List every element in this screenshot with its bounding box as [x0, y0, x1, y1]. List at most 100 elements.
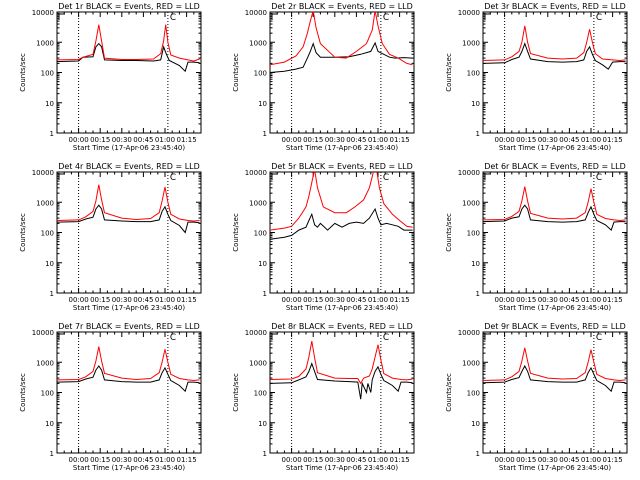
x-tick-label: 01:00	[581, 456, 601, 464]
x-tick-label: 00:30	[538, 456, 558, 464]
panel-det4: Det 4r BLACK = Events, RED = LLD 1 10 100 10…	[19, 162, 202, 312]
x-tick-label: 01:00	[368, 456, 388, 464]
y-tick-label: 10000	[458, 329, 480, 337]
x-tick-label: 01:15	[603, 456, 623, 464]
x-axis-title: Start Time (17-Apr-06 23:45:40)	[499, 304, 611, 312]
x-tick-label: 00:00	[495, 296, 515, 304]
x-tick-label: 00:15	[516, 136, 536, 144]
corner-bracket-right: C	[383, 173, 389, 183]
corner-bracket-left	[271, 333, 278, 340]
series-events-line	[483, 42, 626, 70]
x-tick-label: 00:00	[495, 136, 515, 144]
x-tick-label: 00:45	[559, 136, 579, 144]
x-tick-label: 00:45	[559, 296, 579, 304]
series-lld-line	[270, 12, 413, 66]
panel-title: Det 2r BLACK = Events, RED = LLD	[271, 2, 413, 11]
x-tick-label: 01:00	[368, 296, 388, 304]
y-axis-title: Counts/sec	[19, 53, 27, 92]
x-tick-label: 01:15	[390, 136, 410, 144]
y-tick-label: 10	[258, 420, 267, 428]
x-tick-label: 00:30	[112, 136, 132, 144]
x-tick-label: 00:15	[303, 136, 323, 144]
y-tick-label: 1	[263, 130, 267, 138]
panel-det6: Det 6r BLACK = Events, RED = LLD 1 10 100 10…	[445, 162, 628, 312]
y-tick-label: 10	[258, 260, 267, 268]
x-axis-title: Start Time (17-Apr-06 23:45:40)	[286, 304, 398, 312]
y-tick-label: 100	[467, 70, 480, 78]
x-tick-label: 00:45	[133, 456, 153, 464]
y-tick-label: 100	[254, 390, 267, 398]
y-tick-label: 1000	[36, 199, 54, 207]
x-tick-label: 00:30	[112, 296, 132, 304]
y-tick-label: 1	[50, 130, 54, 138]
y-tick-label: 10000	[32, 9, 54, 17]
corner-bracket-left	[58, 333, 65, 340]
series-lld-line	[57, 184, 200, 222]
series-lld-line	[57, 24, 200, 62]
y-tick-label: 1	[476, 450, 480, 458]
x-tick-label: 00:45	[133, 136, 153, 144]
y-tick-label: 100	[41, 230, 54, 238]
panel-title: Det 5r BLACK = Events, RED = LLD	[271, 162, 413, 171]
series-lld-line	[483, 186, 626, 222]
y-tick-label: 10000	[245, 329, 267, 337]
y-axis-title: Counts/sec	[19, 213, 27, 252]
y-tick-label: 10	[258, 100, 267, 108]
x-tick-label: 01:15	[177, 456, 197, 464]
series-events-line	[270, 362, 413, 400]
y-tick-label: 100	[41, 70, 54, 78]
y-tick-label: 10000	[458, 169, 480, 177]
corner-bracket-left	[484, 173, 491, 180]
series-events-line	[57, 204, 200, 234]
y-tick-label: 1000	[249, 359, 267, 367]
y-axis-title: Counts/sec	[232, 373, 240, 412]
corner-bracket-right: C	[596, 13, 602, 23]
panel-det1: Det 1r BLACK = Events, RED = LLD 1 10 100 10…	[19, 2, 202, 152]
x-tick-label: 00:15	[90, 136, 110, 144]
y-tick-label: 10000	[32, 169, 54, 177]
series-lld-line	[483, 25, 626, 62]
x-tick-label: 00:00	[282, 136, 302, 144]
x-tick-label: 00:30	[538, 296, 558, 304]
x-tick-label: 00:00	[282, 296, 302, 304]
x-tick-label: 01:00	[155, 296, 175, 304]
panel-title: Det 7r BLACK = Events, RED = LLD	[58, 322, 200, 331]
x-tick-label: 01:00	[368, 136, 388, 144]
panel-title: Det 8r BLACK = Events, RED = LLD	[271, 322, 413, 331]
x-tick-label: 01:00	[155, 456, 175, 464]
y-tick-label: 1000	[249, 199, 267, 207]
panel-det5: Det 5r BLACK = Events, RED = LLD 1 10 100 10…	[232, 162, 415, 312]
series-events-line	[270, 41, 413, 73]
panel-det7: Det 7r BLACK = Events, RED = LLD 1 10 100 10…	[19, 322, 202, 472]
y-tick-label: 1000	[36, 359, 54, 367]
y-tick-label: 10000	[245, 169, 267, 177]
x-tick-label: 01:00	[155, 136, 175, 144]
series-lld-line	[483, 347, 626, 382]
corner-bracket-right: C	[170, 173, 176, 183]
x-tick-label: 00:15	[90, 456, 110, 464]
x-tick-label: 00:30	[325, 136, 345, 144]
y-tick-label: 10000	[32, 329, 54, 337]
corner-bracket-left	[58, 173, 65, 180]
x-tick-label: 00:00	[282, 456, 302, 464]
x-tick-label: 01:00	[581, 296, 601, 304]
panel-title: Det 3r BLACK = Events, RED = LLD	[484, 2, 626, 11]
series-events-line	[270, 207, 413, 240]
y-tick-label: 1000	[36, 39, 54, 47]
x-tick-label: 00:00	[69, 456, 89, 464]
series-lld-line	[270, 341, 413, 385]
x-tick-label: 00:30	[112, 456, 132, 464]
x-axis-title: Start Time (17-Apr-06 23:45:40)	[499, 464, 611, 472]
y-tick-label: 10	[45, 100, 54, 108]
corner-bracket-left	[271, 173, 278, 180]
x-tick-label: 01:15	[390, 456, 410, 464]
panel-det3: Det 3r BLACK = Events, RED = LLD 1 10 100 10…	[445, 2, 628, 152]
x-tick-label: 01:15	[390, 296, 410, 304]
y-axis-title: Counts/sec	[232, 213, 240, 252]
y-tick-label: 1	[263, 450, 267, 458]
corner-bracket-right: C	[170, 13, 176, 23]
y-tick-label: 1	[50, 450, 54, 458]
x-tick-label: 01:00	[581, 136, 601, 144]
y-tick-label: 10000	[458, 9, 480, 17]
